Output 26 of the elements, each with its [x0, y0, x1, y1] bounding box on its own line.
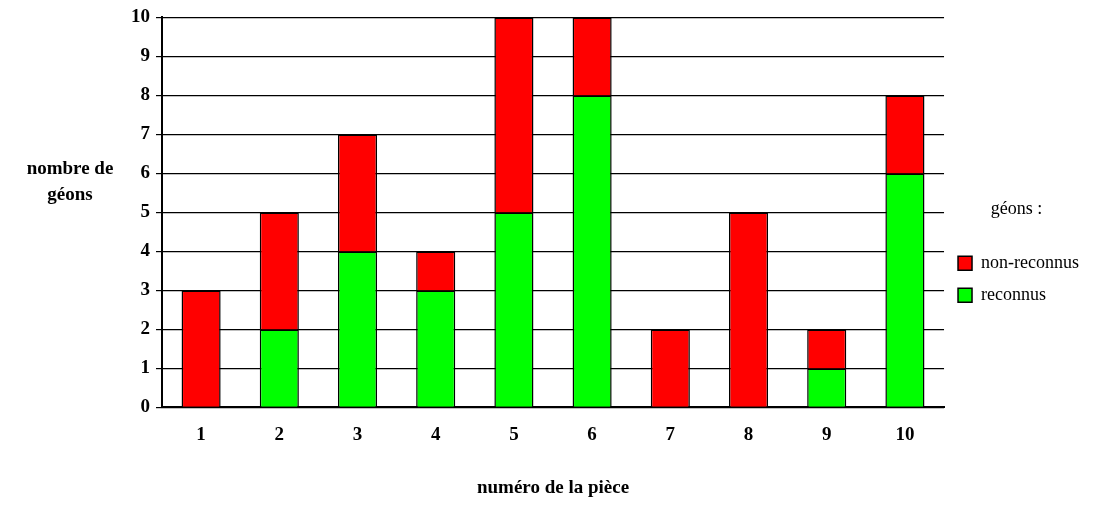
- x-tick-label: 8: [743, 422, 754, 444]
- y-tick-label: 5: [140, 200, 150, 222]
- legend-label: non-reconnus: [981, 252, 1080, 273]
- y-tick-label: 1: [140, 356, 150, 378]
- x-axis-title: numéro de la pièce: [476, 475, 630, 497]
- x-tick-label: 5: [509, 422, 519, 444]
- x-tick-label: 1: [196, 422, 206, 444]
- legend-label: reconnus: [981, 284, 1047, 305]
- legend-title: géons :: [990, 198, 1043, 219]
- y-axis-title: nombre de géons: [25, 156, 115, 206]
- x-tick-label: 10: [895, 422, 915, 444]
- x-tick-label: 9: [821, 422, 832, 444]
- y-tick-label: 2: [140, 317, 150, 339]
- y-tick-label: 9: [140, 44, 150, 66]
- y-tick-label: 0: [140, 395, 150, 417]
- x-tick-label: 3: [352, 422, 363, 444]
- x-tick-label: 2: [274, 422, 285, 444]
- y-tick-label: 8: [140, 83, 150, 105]
- y-tick-label: 10: [131, 5, 150, 27]
- x-tick-label: 7: [665, 422, 676, 444]
- x-tick-label: 4: [430, 422, 441, 444]
- y-tick-label: 3: [140, 278, 150, 300]
- y-tick-label: 6: [140, 161, 150, 183]
- y-tick-label: 7: [140, 122, 151, 144]
- x-tick-label: 6: [587, 422, 597, 444]
- y-tick-label: 4: [140, 239, 151, 261]
